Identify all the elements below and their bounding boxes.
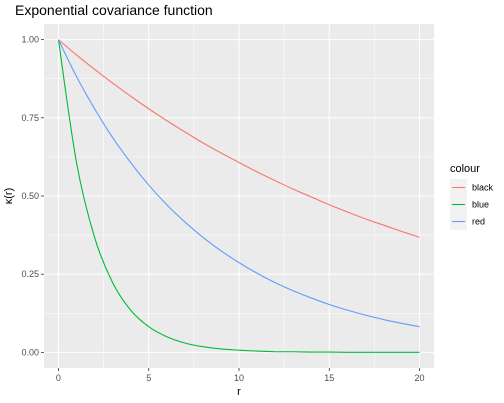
x-tick-label: 5	[146, 373, 151, 383]
y-tick-label: 0.25	[21, 269, 39, 279]
x-tick-label: 20	[415, 373, 425, 383]
y-tick-label: 1.00	[21, 35, 39, 45]
y-tick-label: 0.75	[21, 113, 39, 123]
legend-label-black: black	[472, 183, 494, 193]
x-tick-label: 15	[324, 373, 334, 383]
x-tick-label: 0	[56, 373, 61, 383]
series-line-blue	[57, 39, 420, 353]
x-axis: 0 5 10 15 20	[56, 368, 425, 383]
y-tick-label: 0.50	[21, 191, 39, 201]
legend: colour black blue red	[450, 163, 494, 230]
x-tick-label: 10	[234, 373, 244, 383]
y-axis: 0.00 0.25 0.50 0.75 1.00	[21, 35, 44, 357]
x-axis-label: r	[237, 386, 241, 398]
grid-major	[44, 24, 434, 368]
chart-title: Exponential covariance function	[15, 2, 213, 18]
legend-title: colour	[450, 163, 480, 175]
legend-label-red: red	[472, 217, 485, 227]
legend-label-blue: blue	[472, 200, 489, 210]
series-line-black	[58, 39, 420, 238]
series-lines	[57, 39, 420, 353]
y-axis-label: κ(r)	[3, 188, 15, 205]
series-line-red	[57, 39, 420, 328]
y-tick-label: 0.00	[21, 347, 39, 357]
